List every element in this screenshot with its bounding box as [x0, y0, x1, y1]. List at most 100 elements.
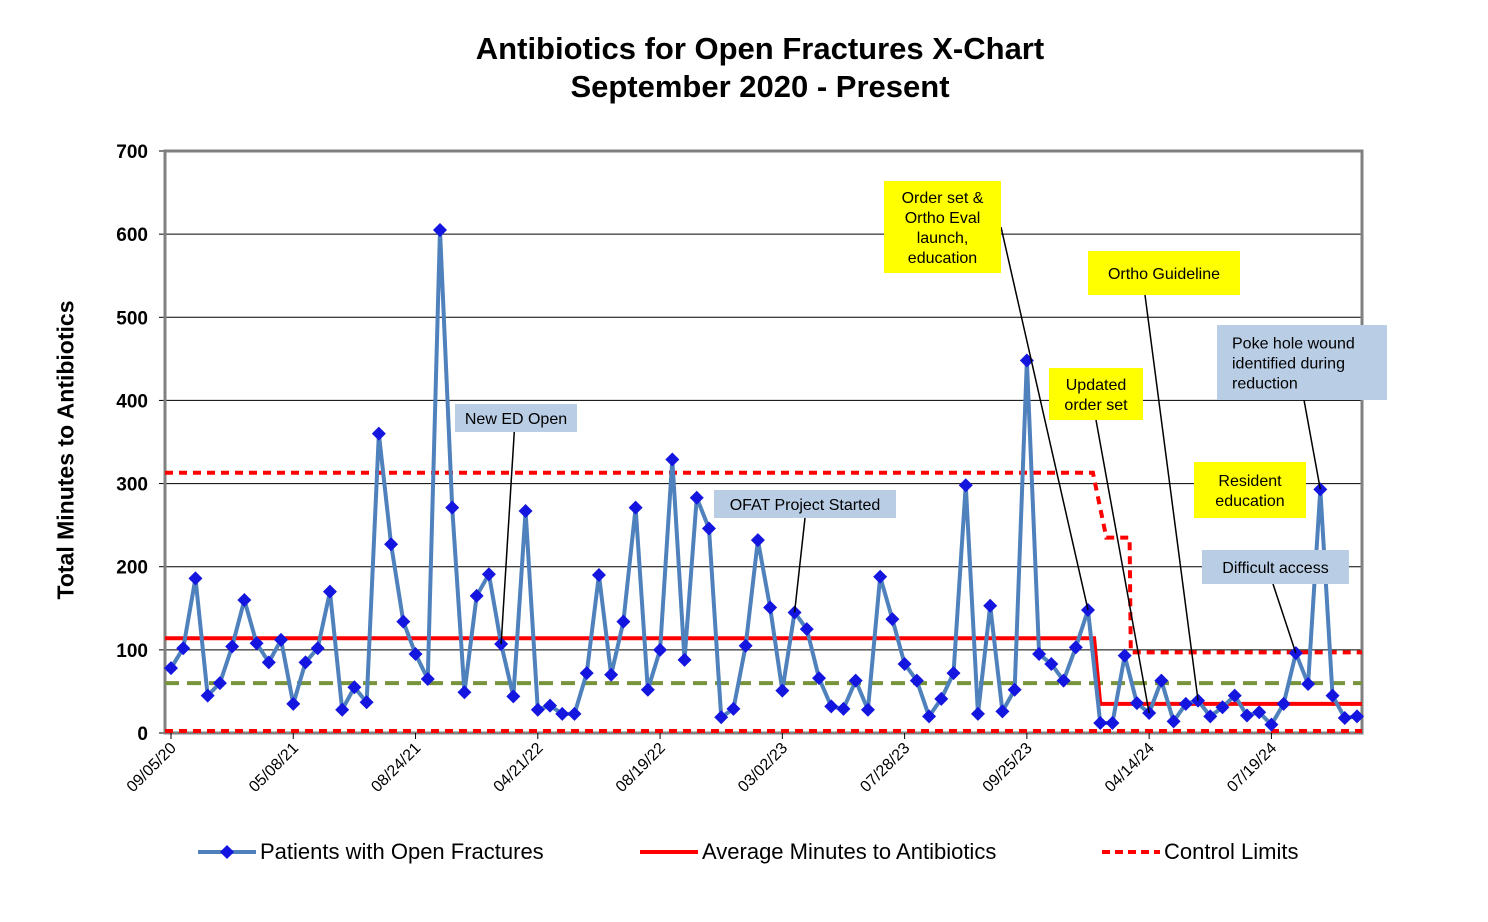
data-point: [909, 673, 924, 688]
data-point: [640, 682, 655, 697]
annotation-text: education: [908, 250, 977, 267]
y-tick-label: 500: [116, 308, 148, 329]
data-point: [1129, 696, 1144, 711]
data-point: [176, 641, 191, 656]
x-tick-label: 07/19/24: [1224, 740, 1280, 796]
data-point: [1105, 716, 1120, 731]
data-point: [995, 704, 1010, 719]
annotation-leader-line: [1144, 294, 1199, 701]
data-point: [518, 504, 533, 519]
annotation-text: reduction: [1232, 376, 1298, 393]
data-point: [286, 696, 301, 711]
annotation-box: [1202, 550, 1349, 584]
annotation-box: [884, 181, 1001, 273]
data-point: [347, 680, 362, 695]
x-tick-label: 05/08/21: [246, 740, 302, 796]
chart-title-line-2: September 2020 - Present: [570, 69, 950, 104]
data-point: [1117, 648, 1132, 663]
data-point: [1203, 709, 1218, 724]
annotation-text: Difficult access: [1222, 560, 1328, 577]
data-point: [812, 671, 827, 686]
data-point: [860, 702, 875, 717]
x-tick-label: 07/28/23: [857, 740, 913, 796]
y-tick-label: 600: [116, 225, 148, 246]
data-point: [481, 567, 496, 582]
y-tick-label: 700: [116, 142, 148, 163]
data-point: [1215, 700, 1230, 715]
data-point: [445, 500, 460, 515]
legend-item-average: Average Minutes to Antibiotics: [640, 836, 996, 868]
annotation-leader-line: [1272, 583, 1297, 654]
data-point: [249, 636, 264, 651]
annotation-text: Ortho Eval: [905, 210, 981, 227]
data-point: [359, 695, 374, 710]
y-tick-label: 300: [116, 475, 148, 496]
data-point: [164, 661, 178, 676]
plot-area-border: [163, 149, 1364, 735]
data-point: [750, 533, 765, 548]
data-point: [1044, 656, 1059, 671]
x-tick-label: 08/19/22: [613, 740, 669, 796]
x-tick-label: 04/21/22: [491, 740, 547, 796]
x-tick-label: 09/05/20: [124, 740, 180, 796]
data-point: [714, 710, 729, 725]
y-tick-label: 200: [116, 558, 148, 579]
x-tick-label: 03/02/23: [735, 740, 791, 796]
data-point: [188, 571, 203, 586]
data-point: [665, 452, 680, 467]
data-point: [628, 500, 643, 515]
data-point: [604, 667, 619, 682]
average-line: [165, 636, 1362, 706]
annotation-text: Poke hole wound: [1232, 336, 1355, 353]
data-point: [1264, 717, 1279, 732]
legend-marker-line-icon: [198, 845, 256, 859]
data-point: [579, 666, 594, 681]
data-point: [677, 652, 692, 667]
annotation-text: OFAT Project Started: [730, 497, 881, 514]
data-point: [775, 683, 790, 698]
data-point: [922, 709, 937, 724]
x-chart-plot: 0 100 200 300 400 500 600 700 09/05/20 05/08/21 08…: [116, 142, 1387, 796]
chart-title: Antibiotics for Open Fractures X-Chart S…: [0, 30, 1488, 106]
x-tick-label: 09/25/23: [980, 740, 1036, 796]
annotation-leader-line: [1303, 399, 1322, 490]
data-point: [824, 699, 839, 714]
data-point: [1093, 716, 1108, 731]
data-point: [958, 478, 973, 493]
annotation-6: Resident education: [1194, 462, 1306, 518]
legend-item-control-limits: Control Limits: [1102, 836, 1298, 868]
annotation-leader-line: [793, 517, 806, 613]
data-point: [970, 706, 985, 721]
annotation-text: Order set &: [902, 190, 984, 207]
data-point: [396, 614, 411, 629]
data-point: [371, 426, 386, 441]
data-point: [701, 521, 716, 536]
data-point: [555, 706, 570, 721]
legend-dashed-line-icon: [1102, 850, 1160, 854]
data-point: [261, 655, 276, 670]
annotation-text: Updated: [1066, 377, 1127, 394]
data-point: [420, 671, 435, 686]
annotation-5: Poke hole wound identified during reductio…: [1217, 325, 1387, 490]
data-point: [1056, 673, 1071, 688]
data-point: [897, 656, 912, 671]
data-point: [1007, 682, 1022, 697]
data-point: [946, 666, 961, 681]
data-point: [1350, 709, 1364, 724]
annotation-7: Difficult access: [1202, 550, 1349, 654]
data-point: [616, 614, 631, 629]
annotation-leader-line: [1095, 419, 1150, 714]
legend-item-patients: Patients with Open Fractures: [198, 836, 544, 868]
data-point: [1276, 696, 1291, 711]
patients-series-line: [169, 227, 1358, 727]
y-tick-label: 0: [137, 724, 148, 745]
data-point: [543, 698, 558, 713]
data-point: [237, 592, 252, 607]
data-point: [1154, 673, 1169, 688]
legend-label-average: Average Minutes to Antibiotics: [702, 839, 997, 864]
annotation-text: education: [1215, 493, 1284, 510]
data-point: [274, 632, 289, 647]
annotation-box: [1049, 368, 1143, 420]
data-point: [457, 685, 472, 700]
data-point: [848, 673, 863, 688]
